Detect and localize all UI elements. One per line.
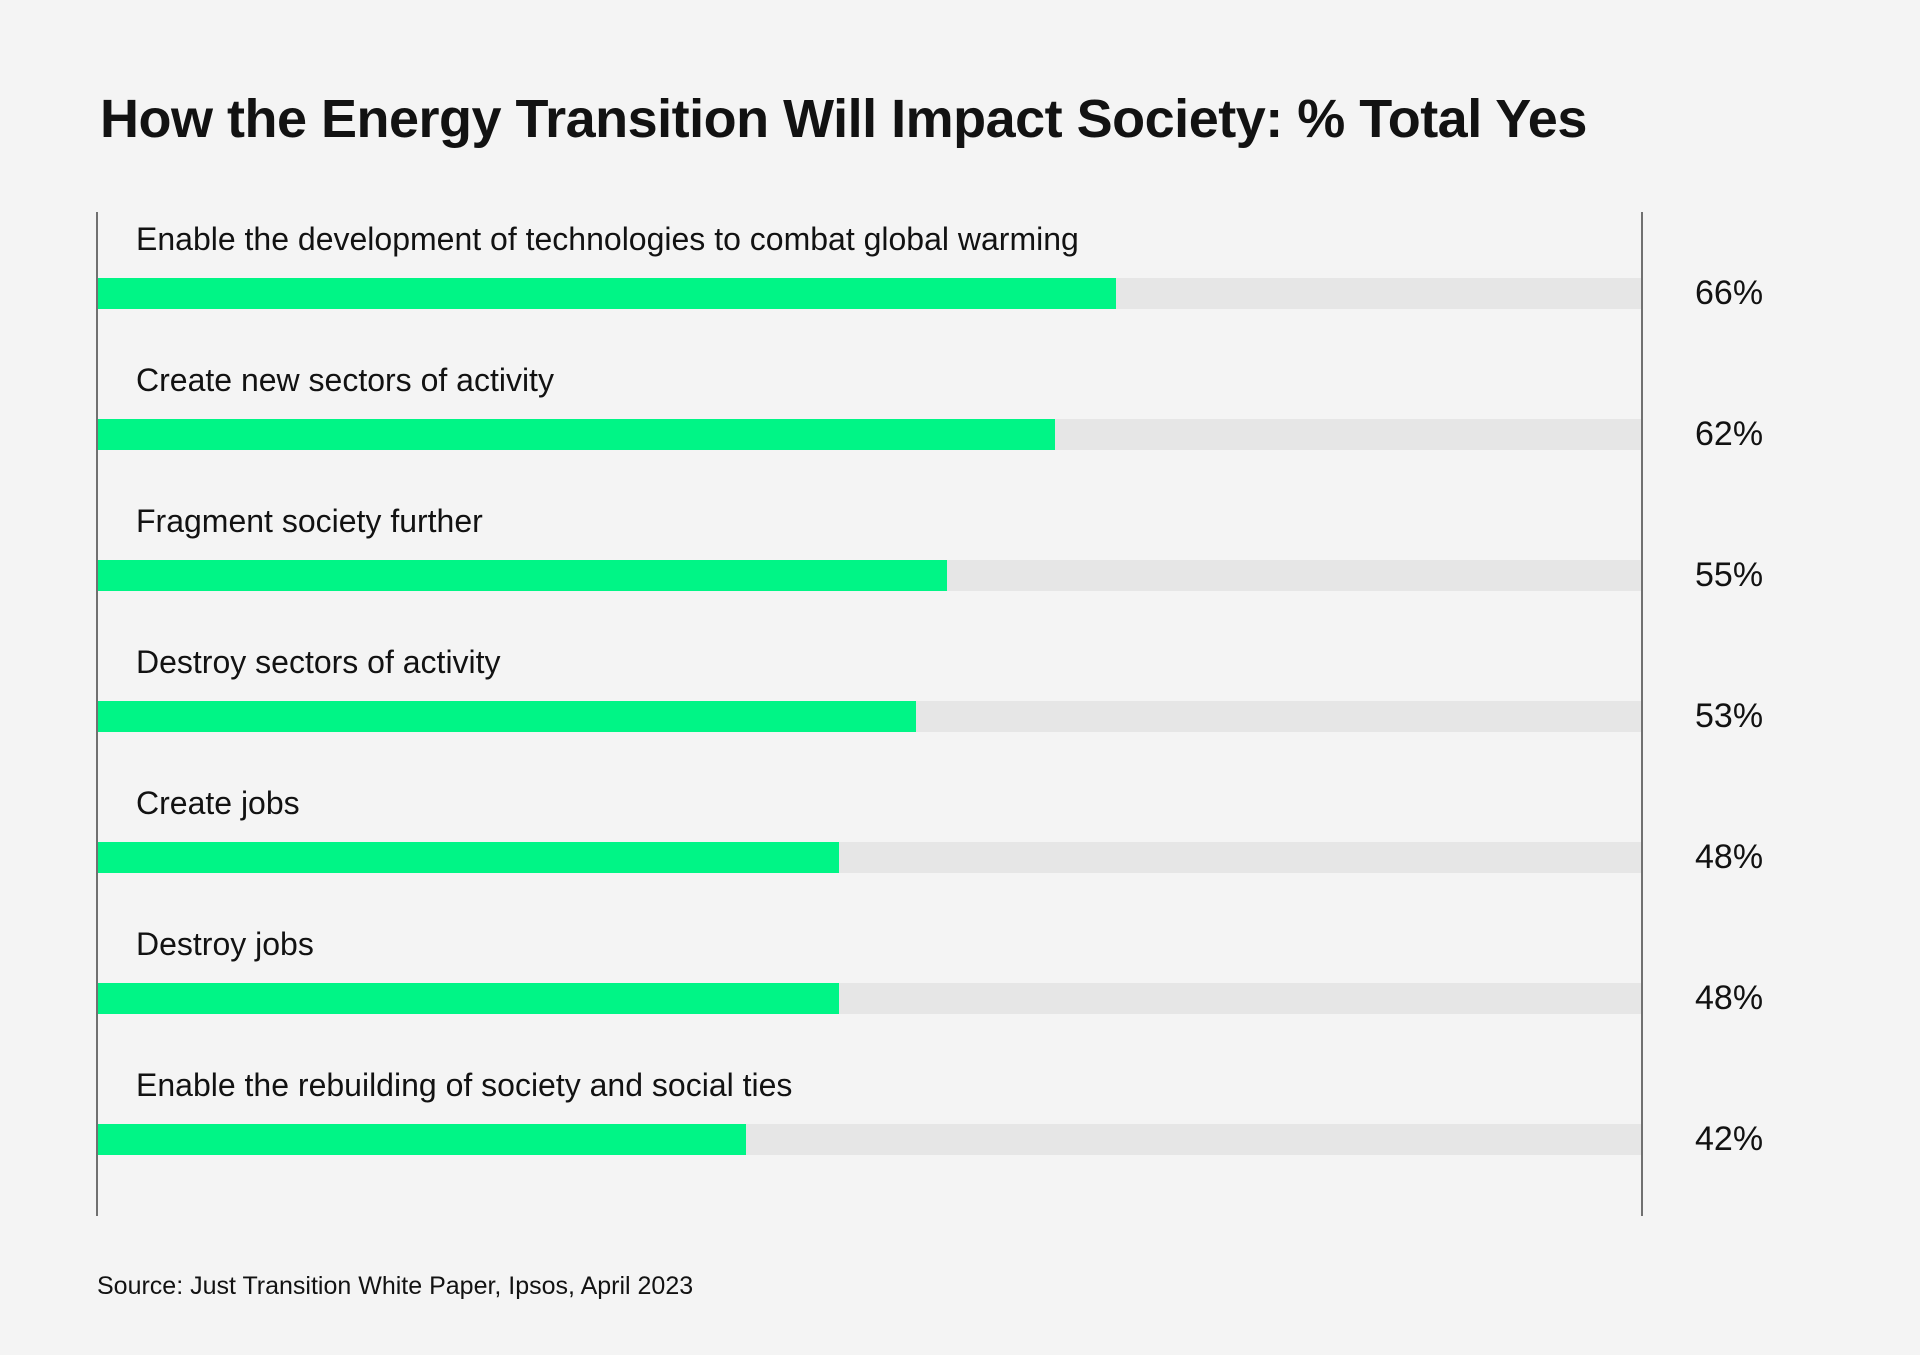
chart-title: How the Energy Transition Will Impact So… bbox=[100, 89, 1587, 149]
bar-fill bbox=[98, 842, 839, 873]
bar-row: Create new sectors of activity 62% bbox=[98, 353, 1763, 494]
bar-track bbox=[98, 1124, 1641, 1155]
bar-row: Enable the development of technologies t… bbox=[98, 212, 1763, 353]
value-label: 48% bbox=[1695, 838, 1764, 876]
bar-track bbox=[98, 419, 1641, 450]
bar-row: Enable the rebuilding of society and soc… bbox=[98, 1058, 1763, 1199]
category-label: Destroy jobs bbox=[136, 926, 314, 962]
bar-row: Create jobs 48% bbox=[98, 776, 1763, 917]
right-axis-line bbox=[1641, 212, 1643, 1216]
bar-track bbox=[98, 278, 1641, 309]
bar-fill bbox=[98, 701, 916, 732]
bar-fill bbox=[98, 419, 1055, 450]
bar-track bbox=[98, 983, 1641, 1014]
bar-row: Destroy sectors of activity 53% bbox=[98, 635, 1763, 776]
bar-row: Destroy jobs 48% bbox=[98, 917, 1763, 1058]
category-label: Enable the rebuilding of society and soc… bbox=[136, 1067, 793, 1103]
bar-track bbox=[98, 560, 1641, 591]
bar-fill bbox=[98, 560, 947, 591]
bar-fill bbox=[98, 278, 1117, 309]
value-label: 48% bbox=[1695, 979, 1764, 1017]
bar-rows: Enable the development of technologies t… bbox=[98, 212, 1763, 1199]
value-label: 53% bbox=[1695, 697, 1764, 735]
bar-fill bbox=[98, 983, 839, 1014]
bar-track bbox=[98, 701, 1641, 732]
category-label: Enable the development of technologies t… bbox=[136, 221, 1079, 257]
value-label: 62% bbox=[1695, 415, 1764, 453]
bar-chart: Enable the development of technologies t… bbox=[96, 212, 1856, 1216]
category-label: Destroy sectors of activity bbox=[136, 644, 501, 680]
bar-row: Fragment society further 55% bbox=[98, 494, 1763, 635]
category-label: Create new sectors of activity bbox=[136, 362, 554, 398]
bar-fill bbox=[98, 1124, 747, 1155]
left-axis-line bbox=[96, 212, 98, 1216]
source-note: Source: Just Transition White Paper, Ips… bbox=[97, 1272, 694, 1300]
category-label: Create jobs bbox=[136, 785, 300, 821]
value-label: 66% bbox=[1695, 274, 1764, 312]
value-label: 42% bbox=[1695, 1120, 1764, 1158]
bar-track bbox=[98, 842, 1641, 873]
category-label: Fragment society further bbox=[136, 503, 483, 539]
value-label: 55% bbox=[1695, 556, 1764, 594]
